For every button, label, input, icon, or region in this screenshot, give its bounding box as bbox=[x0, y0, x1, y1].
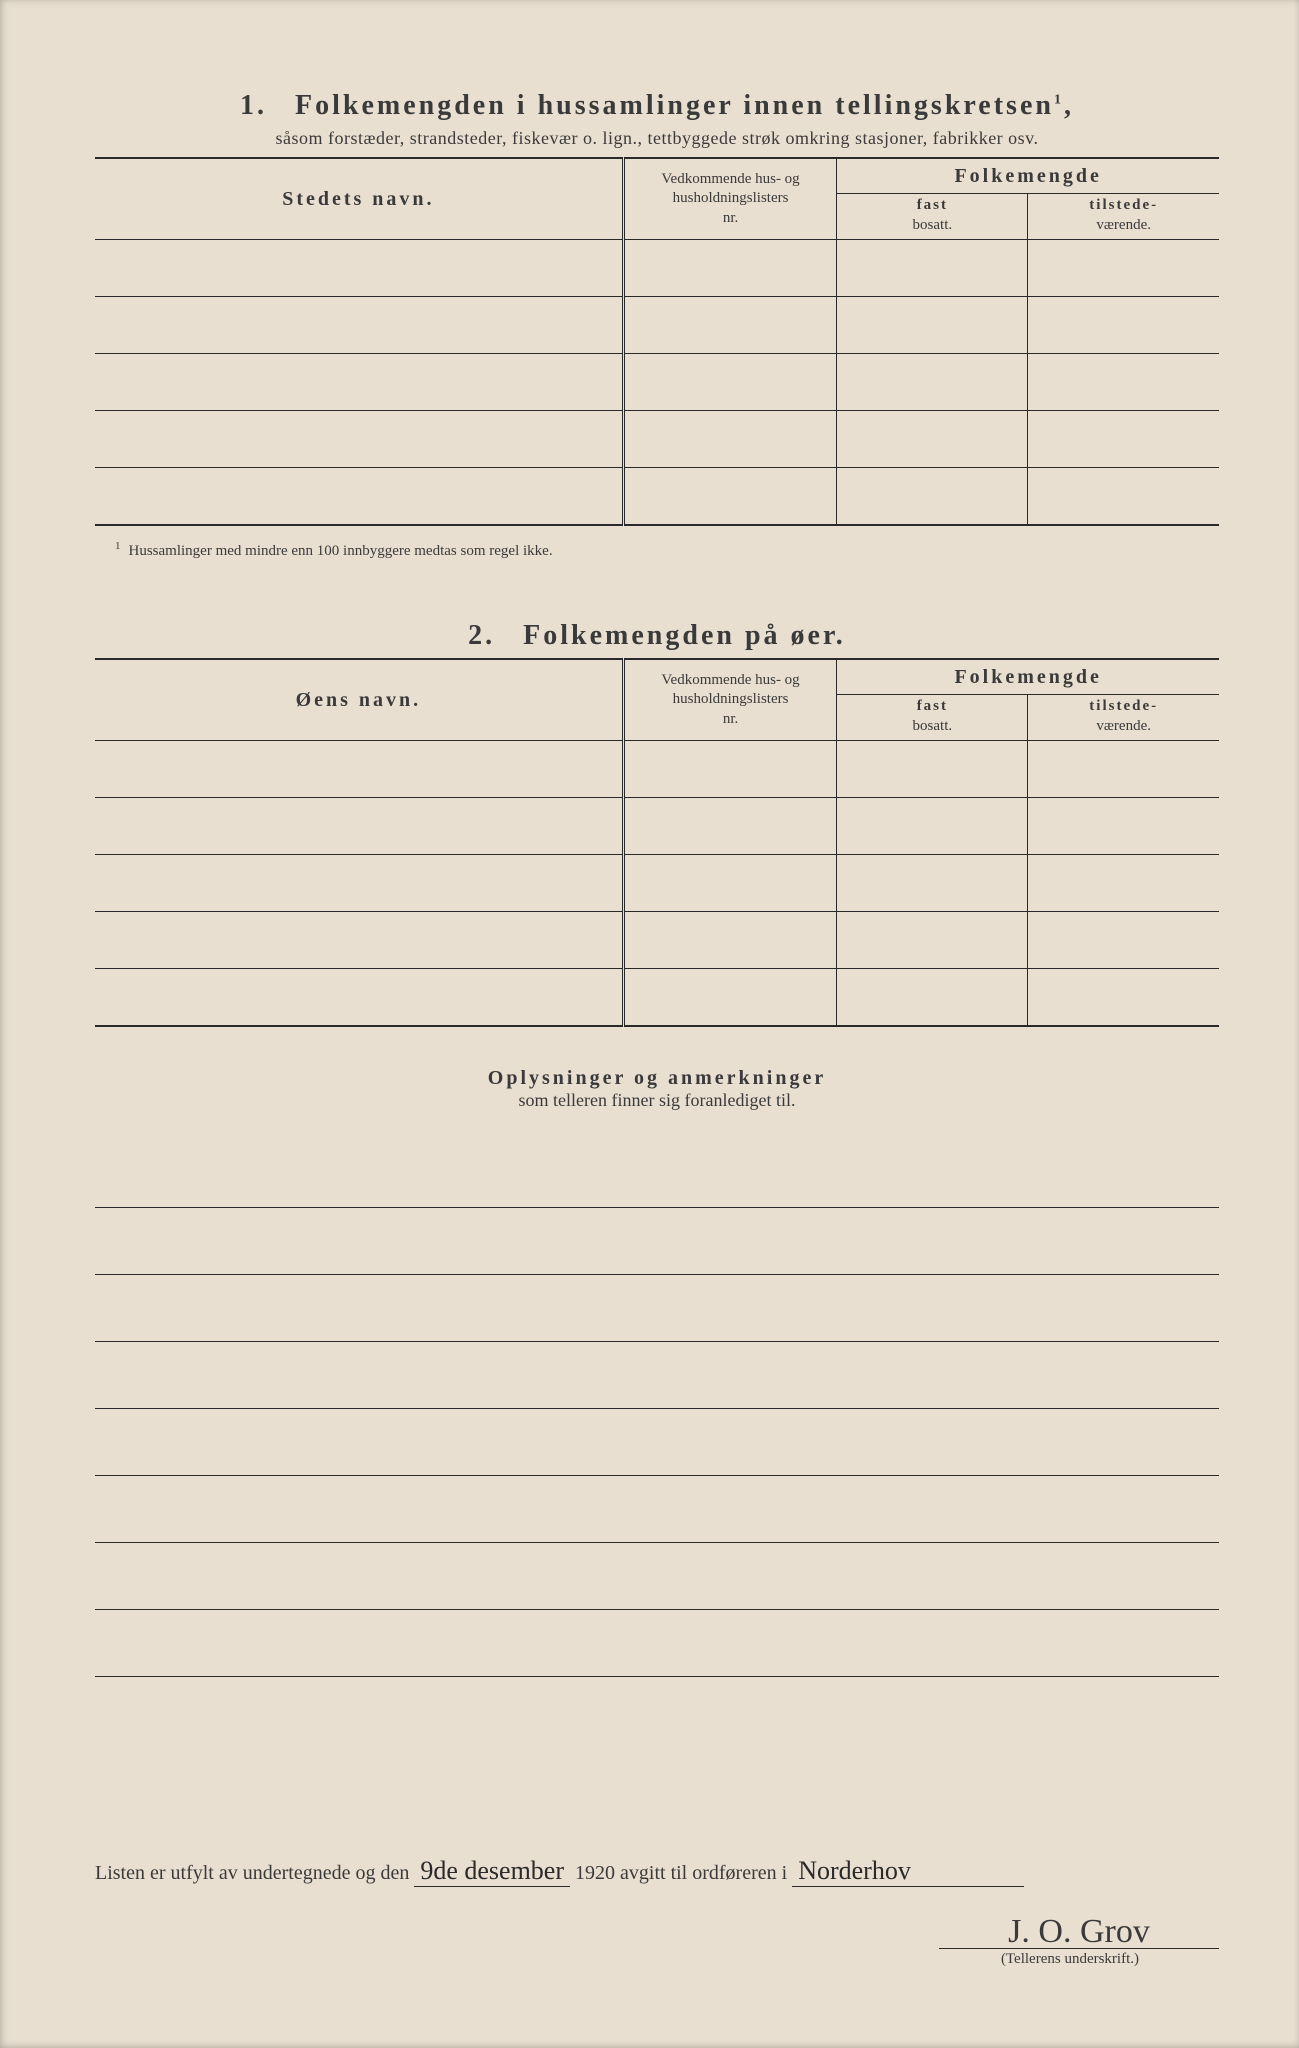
empty-cell bbox=[1028, 240, 1219, 297]
empty-cell bbox=[1028, 855, 1219, 912]
empty-cell bbox=[1028, 468, 1219, 526]
section1-rows bbox=[95, 240, 1219, 526]
empty-cell bbox=[623, 855, 837, 912]
empty-cell bbox=[837, 912, 1028, 969]
empty-cell bbox=[95, 240, 623, 297]
col-header-name: Øens navn. bbox=[95, 659, 623, 741]
table-row bbox=[95, 297, 1219, 354]
remarks-line bbox=[95, 1543, 1219, 1610]
section2-rows bbox=[95, 741, 1219, 1027]
table-row bbox=[95, 354, 1219, 411]
empty-cell bbox=[1028, 411, 1219, 468]
signature-block: J. O. Grov (Tellerens underskrift.) bbox=[95, 1917, 1219, 1968]
table-row bbox=[95, 741, 1219, 798]
empty-cell bbox=[95, 912, 623, 969]
empty-cell bbox=[95, 411, 623, 468]
empty-cell bbox=[1028, 798, 1219, 855]
col-header-name: Stedets navn. bbox=[95, 158, 623, 240]
place-handwritten: Norderhov bbox=[792, 1856, 1024, 1887]
empty-cell bbox=[1028, 912, 1219, 969]
empty-cell bbox=[837, 798, 1028, 855]
table-row bbox=[95, 411, 1219, 468]
col-header-pop: Folkemengde bbox=[837, 659, 1219, 695]
empty-cell bbox=[623, 912, 837, 969]
empty-cell bbox=[95, 741, 623, 798]
empty-cell bbox=[623, 354, 837, 411]
empty-cell bbox=[623, 297, 837, 354]
table-row bbox=[95, 969, 1219, 1027]
empty-cell bbox=[623, 969, 837, 1027]
empty-cell bbox=[1028, 354, 1219, 411]
empty-cell bbox=[837, 855, 1028, 912]
col-header-ref: Vedkommende hus- og husholdningslisters … bbox=[623, 158, 837, 240]
table-row bbox=[95, 468, 1219, 526]
empty-cell bbox=[837, 297, 1028, 354]
signature-label: (Tellerens underskrift.) bbox=[95, 1951, 1219, 1968]
census-form-page: 1. Folkemengden i hussamlinger innen tel… bbox=[0, 0, 1299, 2048]
section2-title-text: Folkemengden på øer. bbox=[523, 620, 846, 651]
empty-cell bbox=[837, 741, 1028, 798]
col-header-pop: Folkemengde bbox=[837, 158, 1219, 194]
empty-cell bbox=[95, 468, 623, 526]
empty-cell bbox=[95, 855, 623, 912]
table-row bbox=[95, 855, 1219, 912]
section1-title: 1. Folkemengden i hussamlinger innen tel… bbox=[95, 90, 1219, 122]
section1-footnote: 1Hussamlinger med mindre enn 100 innbygg… bbox=[115, 540, 1219, 560]
empty-cell bbox=[95, 969, 623, 1027]
empty-cell bbox=[623, 411, 837, 468]
remarks-subtitle: som telleren finner sig foranlediget til… bbox=[95, 1090, 1219, 1111]
remarks-title: Oplysninger og anmerkninger bbox=[95, 1067, 1219, 1090]
empty-cell bbox=[837, 354, 1028, 411]
remarks-line bbox=[95, 1275, 1219, 1342]
section1-title-sup: 1 bbox=[1054, 93, 1064, 108]
date-handwritten: 9de desember bbox=[414, 1856, 570, 1887]
remarks-line bbox=[95, 1141, 1219, 1208]
remarks-line bbox=[95, 1476, 1219, 1543]
empty-cell bbox=[1028, 297, 1219, 354]
remarks-line bbox=[95, 1610, 1219, 1677]
table-row bbox=[95, 912, 1219, 969]
empty-cell bbox=[1028, 969, 1219, 1027]
col-header-tilstede: tilstede- værende. bbox=[1028, 194, 1219, 240]
empty-cell bbox=[837, 468, 1028, 526]
col-header-ref: Vedkommende hus- og husholdningslisters … bbox=[623, 659, 837, 741]
signature: J. O. Grov bbox=[939, 1917, 1219, 1949]
remarks-line bbox=[95, 1342, 1219, 1409]
footer-line: Listen er utfylt av undertegnede og den … bbox=[95, 1856, 1219, 1887]
remarks-lines bbox=[95, 1141, 1219, 1677]
section2-table: Øens navn. Vedkommende hus- og husholdni… bbox=[95, 658, 1219, 1027]
remarks-line bbox=[95, 1208, 1219, 1275]
table-row bbox=[95, 798, 1219, 855]
empty-cell bbox=[623, 240, 837, 297]
section1-title-text: Folkemengden i hussamlinger innen tellin… bbox=[295, 90, 1054, 121]
section1-subtitle: såsom forstæder, strandsteder, fiskevær … bbox=[95, 128, 1219, 149]
table-row bbox=[95, 240, 1219, 297]
col-header-fast: fast bosatt. bbox=[837, 194, 1028, 240]
section2-number: 2. bbox=[468, 620, 495, 651]
empty-cell bbox=[837, 240, 1028, 297]
remarks-line bbox=[95, 1409, 1219, 1476]
empty-cell bbox=[95, 297, 623, 354]
section1-number: 1. bbox=[240, 90, 267, 121]
col-header-fast: fast bosatt. bbox=[837, 695, 1028, 741]
empty-cell bbox=[623, 741, 837, 798]
section1-table: Stedets navn. Vedkommende hus- og hushol… bbox=[95, 157, 1219, 526]
empty-cell bbox=[837, 969, 1028, 1027]
empty-cell bbox=[95, 798, 623, 855]
empty-cell bbox=[837, 411, 1028, 468]
col-header-tilstede: tilstede- værende. bbox=[1028, 695, 1219, 741]
empty-cell bbox=[623, 798, 837, 855]
empty-cell bbox=[623, 468, 837, 526]
empty-cell bbox=[95, 354, 623, 411]
section2-title: 2. Folkemengden på øer. bbox=[95, 620, 1219, 652]
empty-cell bbox=[1028, 741, 1219, 798]
footer-block: Listen er utfylt av undertegnede og den … bbox=[95, 1856, 1219, 1968]
